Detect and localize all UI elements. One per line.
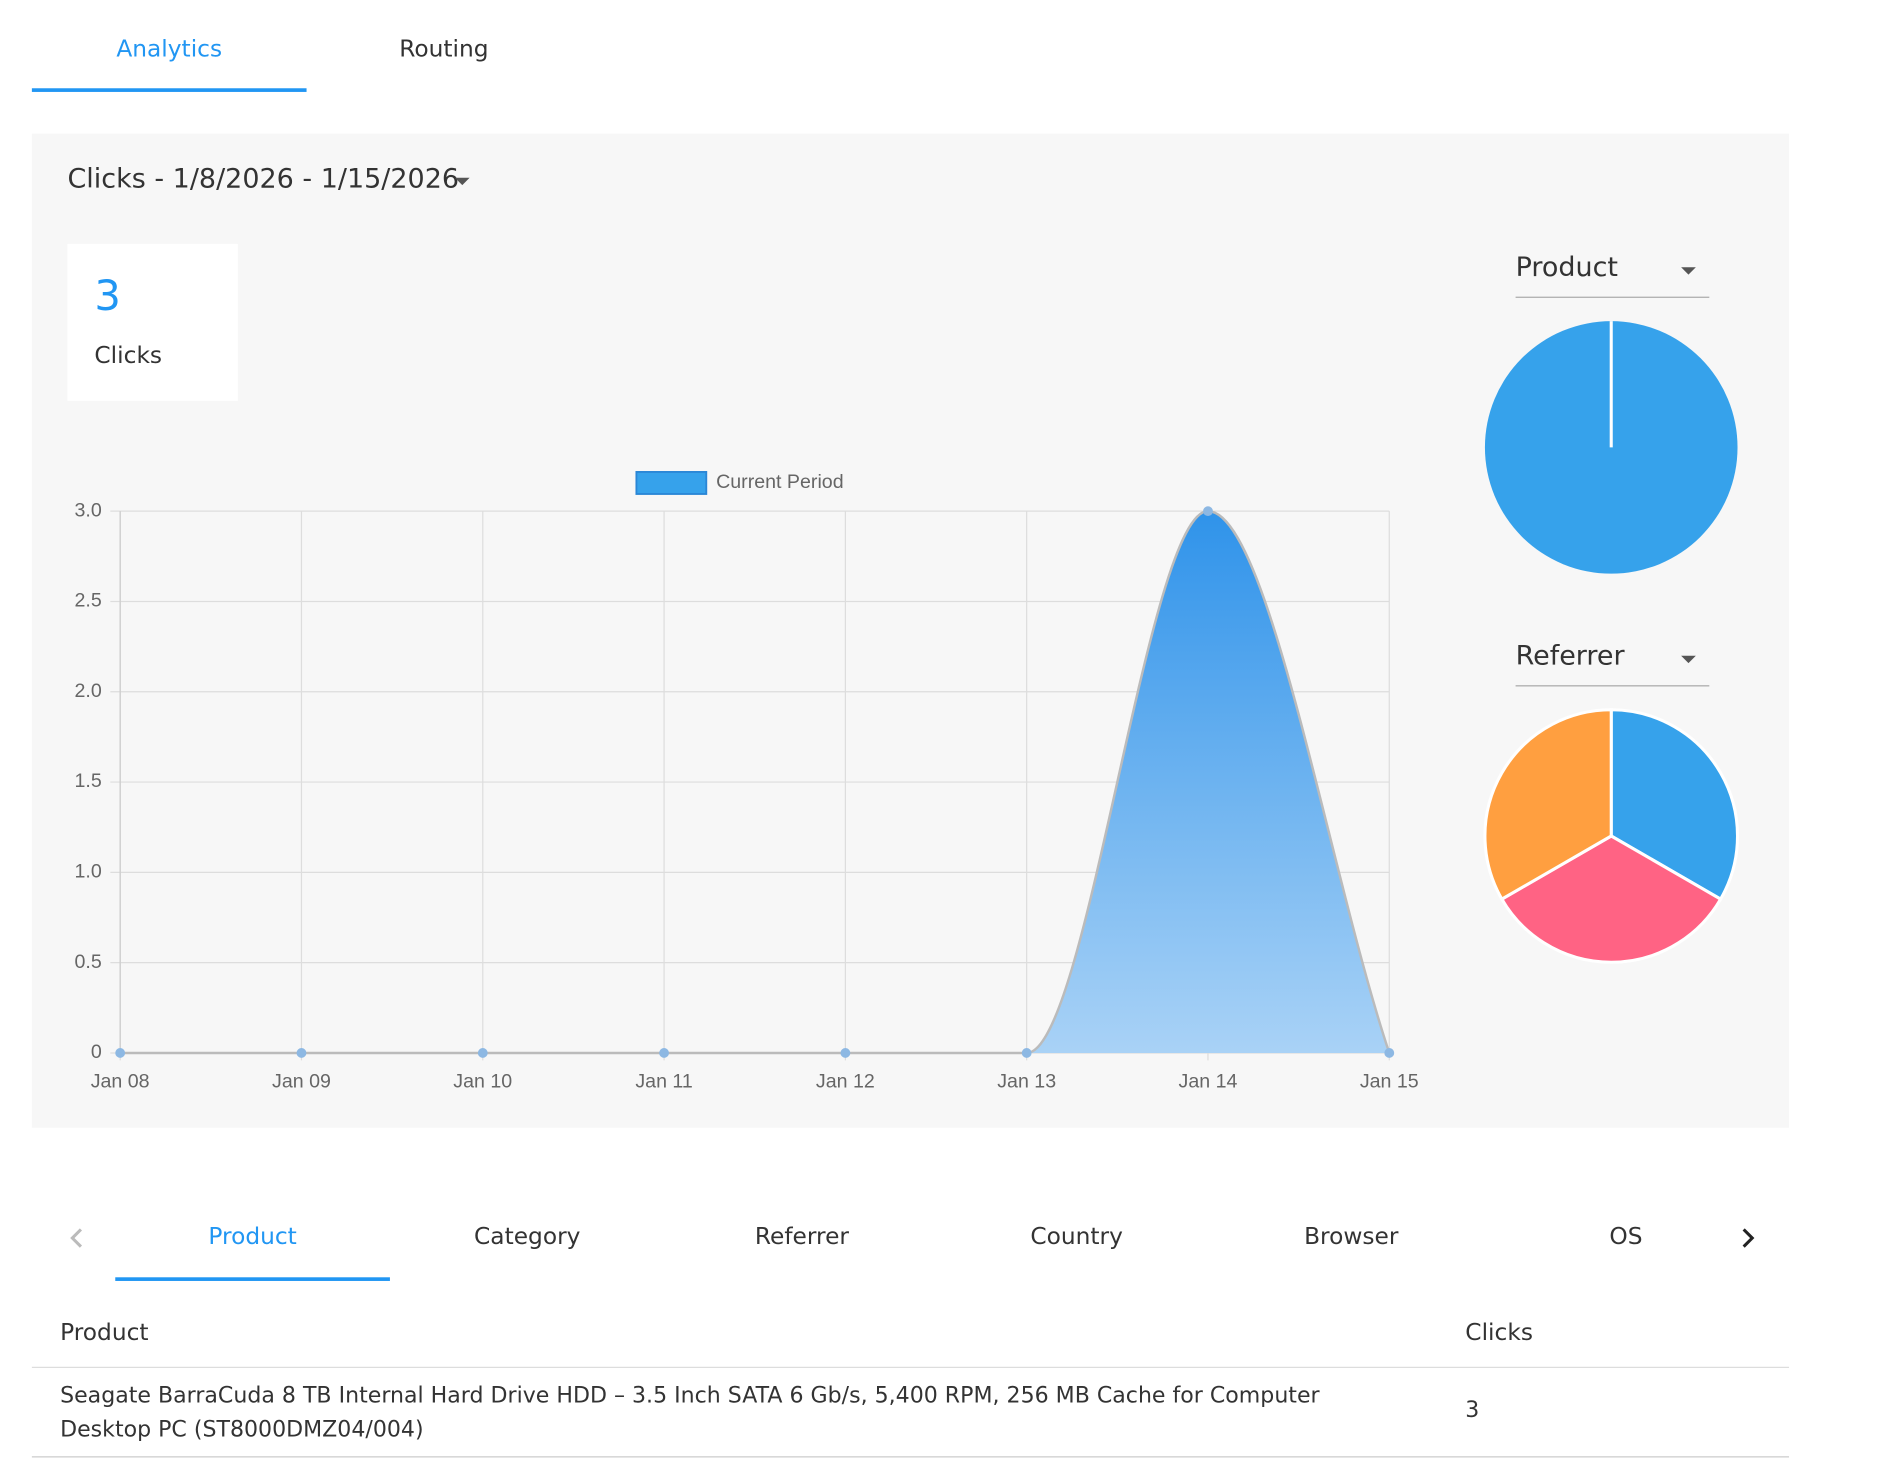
- pie-slice: [1483, 708, 1613, 902]
- area: [120, 511, 1390, 1053]
- pie-slice: [1499, 834, 1723, 964]
- y-tick-label: 1.0: [75, 861, 102, 883]
- point: [1384, 1048, 1395, 1058]
- table-header: Clicks: [1465, 1318, 1533, 1346]
- y-tick-label: 2.5: [75, 590, 102, 612]
- point: [840, 1048, 851, 1058]
- x-tick-label: Jan 13: [997, 1071, 1056, 1093]
- table-cell: Seagate BarraCuda 8 TB Internal Hard Dri…: [60, 1382, 1320, 1443]
- x-tick-label: Jan 14: [1179, 1071, 1238, 1093]
- breakdown-tab[interactable]: Browser: [1304, 1223, 1399, 1251]
- y-tick-label: 1.5: [75, 770, 102, 792]
- table-header: Product: [60, 1318, 149, 1346]
- x-tick-label: Jan 08: [91, 1071, 150, 1093]
- tab[interactable]: Routing: [399, 35, 489, 63]
- point: [115, 1048, 126, 1058]
- tab-indicator: [115, 1277, 390, 1281]
- point: [477, 1048, 488, 1058]
- legend-label: Current Period: [716, 471, 844, 493]
- dropdown[interactable]: Referrer: [1515, 641, 1625, 672]
- dropdown[interactable]: Product: [1515, 252, 1619, 284]
- breakdown-tab[interactable]: Category: [474, 1223, 581, 1251]
- y-tick-label: 3.0: [75, 499, 102, 521]
- x-tick-label: Jan 15: [1360, 1071, 1419, 1093]
- point: [659, 1048, 669, 1058]
- tab[interactable]: Analytics: [116, 35, 223, 63]
- period-selector[interactable]: Clicks - 1/8/2026 - 1/15/2026: [67, 164, 460, 195]
- dropdown-caret[interactable]: [1681, 655, 1696, 664]
- tab-indicator: [31, 88, 307, 92]
- dropdown-caret[interactable]: [1681, 267, 1696, 275]
- x-tick-label: Jan 11: [635, 1071, 692, 1093]
- dropdown-underline: [1515, 296, 1710, 298]
- y-tick-label: 2.0: [75, 680, 102, 702]
- line: [120, 509, 1391, 1055]
- legend-swatch: [635, 471, 708, 495]
- breakdown-tab[interactable]: Referrer: [754, 1223, 850, 1251]
- point: [1203, 506, 1213, 517]
- y-tick-label: 0: [91, 1041, 102, 1063]
- point: [296, 1048, 307, 1058]
- x-tick-label: Jan 09: [272, 1071, 331, 1093]
- scroll-left[interactable]: [70, 1228, 83, 1248]
- row-divider: [31, 1366, 1790, 1368]
- pie-slice: [1609, 708, 1740, 902]
- stat-label: Clicks: [94, 341, 163, 369]
- dropdown-caret[interactable]: [454, 177, 470, 186]
- stat-card: [67, 243, 238, 401]
- breakdown-tab[interactable]: OS: [1609, 1223, 1643, 1251]
- y-tick-label: 0.5: [75, 951, 102, 973]
- x-tick-label: Jan 12: [816, 1071, 875, 1093]
- row-divider: [31, 1456, 1790, 1458]
- scroll-right[interactable]: [1742, 1228, 1755, 1248]
- breakdown-tab[interactable]: Country: [1030, 1223, 1123, 1251]
- point: [1021, 1048, 1032, 1058]
- x-tick-label: Jan 10: [453, 1071, 512, 1093]
- stat-value: 3: [94, 272, 121, 322]
- breakdown-tab[interactable]: Product: [208, 1223, 297, 1251]
- dropdown-underline: [1515, 685, 1710, 687]
- table-cell: 3: [1465, 1397, 1480, 1424]
